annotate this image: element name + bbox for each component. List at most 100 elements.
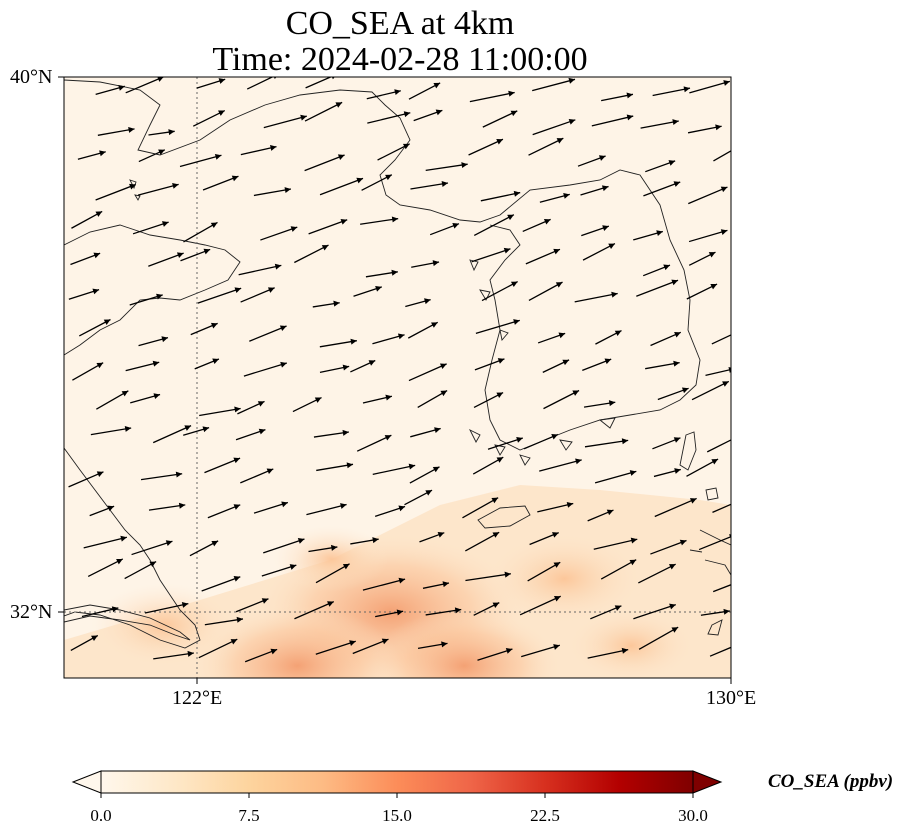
- colorbar-tick-label: 7.5: [238, 806, 259, 825]
- wind-arrow: [240, 144, 277, 156]
- wind-arrow: [319, 177, 364, 196]
- wind-arrow: [691, 380, 730, 401]
- co-hotspot: [483, 532, 645, 626]
- wind-arrow: [148, 129, 175, 136]
- wind-arrow: [249, 325, 287, 342]
- wind-arrow: [580, 185, 609, 196]
- wind-arrow: [590, 605, 622, 620]
- wind-arrow: [97, 126, 135, 136]
- wind-arrow: [315, 563, 350, 584]
- lat-tick-32: 32°N: [10, 601, 53, 623]
- wind-arrow: [465, 531, 500, 552]
- wind-arrow: [539, 192, 570, 203]
- wind-arrow: [81, 606, 119, 618]
- wind-arrow: [77, 150, 106, 160]
- co-field-hotspots: [91, 525, 696, 678]
- wind-arrow: [68, 471, 104, 488]
- wind-arrow: [72, 362, 104, 381]
- wind-arrow: [362, 394, 393, 404]
- wind-arrow: [180, 248, 211, 262]
- wind-arrow: [537, 501, 574, 513]
- wind-arrow: [204, 457, 241, 474]
- colorbar-tick-label: 30.0: [678, 806, 708, 825]
- wind-arrow: [246, 77, 277, 90]
- wind-arrow: [199, 406, 241, 417]
- wind-arrow: [712, 503, 731, 513]
- wind-arrow: [712, 584, 731, 593]
- wind-arrow: [410, 427, 441, 438]
- wind-vectors: [68, 77, 731, 663]
- wind-arrow: [633, 603, 676, 620]
- wind-arrow: [425, 162, 468, 171]
- wind-arrow: [422, 581, 450, 589]
- wind-arrow: [408, 363, 447, 382]
- wind-arrow: [137, 183, 179, 196]
- wind-arrow: [643, 181, 681, 197]
- wind-arrow: [413, 109, 443, 122]
- wind-arrow: [487, 437, 524, 450]
- wind-arrow: [532, 77, 576, 92]
- wind-arrow: [366, 89, 401, 100]
- wind-arrow: [645, 160, 676, 173]
- wind-arrow: [304, 154, 345, 172]
- lon-tick-122: 122°E: [172, 687, 223, 709]
- wind-arrow: [152, 425, 192, 444]
- wind-arrow: [688, 186, 728, 205]
- wind-arrow: [429, 223, 460, 236]
- wind-arrow: [144, 601, 189, 614]
- wind-arrow: [417, 641, 448, 650]
- wind-arrow: [425, 607, 462, 616]
- wind-arrow: [207, 504, 241, 519]
- wind-arrow: [319, 338, 357, 348]
- wind-arrow: [83, 535, 128, 549]
- wind-arrow: [304, 101, 343, 122]
- wind-arrow: [260, 226, 298, 241]
- wind-arrow: [407, 321, 439, 339]
- wind-arrow: [377, 143, 410, 161]
- colorbar-extend-min: [71, 770, 102, 794]
- wind-arrow: [253, 501, 289, 514]
- wind-arrow: [70, 252, 101, 266]
- wind-arrow: [372, 463, 416, 475]
- wind-arrow: [519, 595, 561, 616]
- wind-arrow: [125, 360, 160, 372]
- gridlines: [64, 77, 731, 678]
- wind-arrow: [581, 225, 610, 237]
- wind-arrow: [652, 437, 681, 450]
- wind-arrow: [711, 334, 731, 345]
- wind-arrow: [688, 251, 716, 266]
- wind-arrow: [409, 466, 440, 484]
- wind-arrow: [243, 361, 288, 377]
- wind-arrow: [595, 330, 622, 345]
- wind-arrow: [201, 576, 241, 592]
- wind-arrow: [306, 503, 347, 516]
- wind-arrow: [313, 429, 349, 438]
- wind-arrow: [709, 646, 731, 657]
- wind-arrow: [687, 124, 722, 134]
- wind-arrow: [71, 210, 103, 229]
- wind-arrow: [713, 150, 731, 162]
- wind-arrow: [148, 252, 184, 267]
- wind-arrow: [202, 175, 239, 191]
- wind-arrow: [583, 400, 616, 408]
- wind-arrow: [95, 84, 125, 96]
- wind-arrow: [294, 601, 335, 620]
- wind-arrow: [638, 563, 676, 584]
- wind-arrow: [308, 544, 338, 553]
- map-frame: [63, 76, 732, 679]
- wind-arrow: [574, 291, 618, 303]
- wind-arrow: [198, 638, 238, 659]
- colorbar-tick-label: 22.5: [530, 806, 560, 825]
- wind-arrow: [633, 230, 664, 241]
- wind-arrow: [374, 505, 406, 517]
- wind-arrow: [78, 318, 111, 337]
- wind-arrow: [130, 393, 161, 404]
- wind-arrow: [148, 502, 186, 511]
- wind-arrow: [465, 571, 511, 582]
- wind-arrow: [138, 336, 169, 347]
- wind-arrow: [480, 190, 521, 202]
- wind-arrow: [261, 564, 297, 577]
- wind-arrow: [473, 214, 515, 237]
